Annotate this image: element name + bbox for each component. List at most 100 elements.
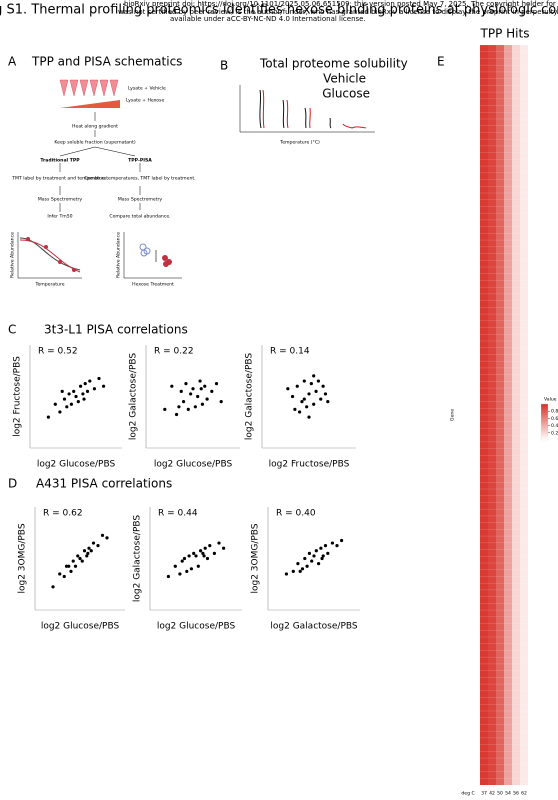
x-axis-label: log2 Glucose/PBS	[154, 460, 233, 470]
scatter-point	[319, 397, 323, 401]
scatter-point	[189, 567, 193, 571]
axis-label: Gene	[450, 409, 456, 421]
schematic-text: Compare total abundance.	[109, 214, 170, 220]
scatter-point	[193, 405, 197, 409]
scatter-point	[69, 569, 73, 573]
scatter-point	[284, 572, 288, 576]
scatter-point	[208, 544, 212, 548]
panel-title: TPP Hits	[480, 27, 530, 41]
figure-title: Fig S1. Thermal profiling proteomics ide…	[0, 3, 558, 18]
schematic-text: Keep soluble fraction (supernatant)	[54, 140, 135, 146]
scatter-point	[203, 546, 207, 550]
scatter-point	[53, 402, 57, 406]
scatter-point	[65, 405, 69, 409]
scatter-point	[71, 559, 75, 563]
schematic-text: Combine temperatures, TMT label by treat…	[84, 176, 195, 182]
scatter-point	[46, 415, 51, 419]
scatter-point	[305, 405, 309, 409]
scatter-point	[88, 379, 92, 383]
scatter-point	[286, 387, 290, 391]
scatter-point	[58, 572, 62, 576]
scatter-point	[199, 387, 203, 391]
scatter-point	[79, 384, 83, 388]
scatter-point	[314, 549, 318, 553]
scatter-point	[335, 544, 339, 548]
scatter-point	[67, 564, 71, 568]
scatter-point	[298, 569, 302, 573]
panel-label: A	[8, 55, 17, 69]
legend-text: Glucose	[322, 87, 370, 101]
scatter-point	[189, 392, 193, 396]
scatter-point	[102, 384, 106, 388]
scatter-point	[73, 564, 78, 568]
scatter-point	[312, 554, 316, 558]
y-axis-label: log2 3OMG/PBS	[18, 523, 28, 593]
scatter-point	[203, 384, 207, 388]
scatter-point	[305, 564, 309, 568]
scatter-point	[323, 392, 328, 396]
dot-plot	[123, 232, 182, 279]
schematic-text: Traditional TPP	[40, 158, 80, 164]
x-tick-label: 62	[521, 791, 527, 797]
r-label: R = 0.14	[270, 347, 310, 357]
scatter-point	[184, 382, 188, 386]
y-axis-label: log2 Galactose/PBS	[133, 515, 143, 602]
scatter-point	[302, 379, 306, 383]
schematic-text: Infer Tm50	[47, 214, 72, 220]
legend-tick-label: 0.4	[551, 423, 558, 429]
panel-title: A431 PISA correlations	[36, 477, 172, 491]
scatter-point	[205, 397, 209, 401]
r-label: R = 0.22	[154, 347, 194, 357]
scatter-point	[330, 541, 334, 545]
scatter-point	[326, 551, 330, 555]
x-tick-label: 50	[497, 791, 503, 797]
gradient-wedge	[60, 100, 120, 108]
r-label: R = 0.52	[38, 347, 78, 357]
scatter-point	[178, 572, 182, 576]
scatter-point	[62, 574, 66, 579]
scatter-point	[302, 397, 306, 401]
scatter-point	[217, 541, 221, 545]
scatter-point	[326, 400, 330, 404]
scatter-point	[205, 556, 210, 561]
panel-title: TPP and PISA schematics	[31, 55, 182, 69]
x-tick-label: 37	[481, 791, 487, 797]
scatter-point	[321, 384, 325, 388]
scatter-point	[182, 400, 186, 404]
x-axis-label: log2 Fructose/PBS	[269, 460, 350, 470]
scatter-point	[67, 392, 71, 396]
scatter-point	[64, 564, 69, 568]
scatter-point	[86, 551, 90, 555]
y-axis-label: log2 Fructose/PBS	[13, 356, 23, 437]
schematic-text: Heat along gradient	[72, 124, 118, 130]
scatter-point	[212, 551, 216, 555]
scatter-point	[210, 389, 214, 393]
scatter-point	[290, 394, 295, 399]
y-axis-label: log2 Galactose/PBS	[245, 353, 255, 440]
scatter-point	[303, 556, 307, 561]
schematic-text: Lysate + Vehicle	[128, 86, 166, 92]
header-line: available under aCC-BY-NC-ND 4.0 Interna…	[170, 15, 366, 23]
legend-tick-label: 0.8	[551, 409, 558, 415]
panel-title: 3t3-L1 PISA correlations	[44, 323, 188, 337]
legend-tick-label: 0.2	[551, 430, 558, 436]
scatter-point	[194, 554, 198, 558]
scatter-point	[312, 374, 316, 378]
scatter-point	[300, 567, 305, 571]
scatter-point	[180, 559, 184, 563]
scatter-point	[214, 382, 219, 386]
header-line: bioRxiv preprint doi: https://doi.org/10…	[124, 0, 558, 8]
legend-tick-label: 0.6	[551, 416, 558, 422]
scatter-point	[89, 549, 93, 553]
scatter-point	[91, 541, 96, 545]
scatter-point	[82, 397, 86, 401]
scatter-point	[307, 551, 311, 555]
scatter-point	[312, 402, 316, 406]
scatter-point	[96, 544, 100, 548]
x-axis-label: log2 Glucose/PBS	[157, 622, 236, 632]
scatter-point	[295, 384, 299, 388]
violin-plot	[239, 85, 375, 133]
scatter-point	[340, 538, 344, 543]
